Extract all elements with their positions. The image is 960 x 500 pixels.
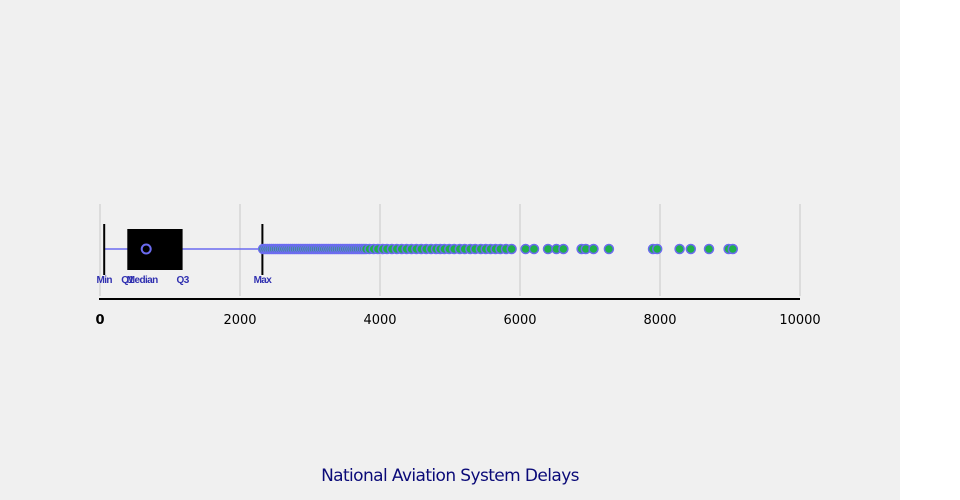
chart-title: National Aviation System Delays (321, 466, 579, 486)
stat-label-q1: Q1 (121, 275, 134, 286)
x-tick-label-5: 10000 (779, 313, 820, 328)
outliers-group (257, 243, 739, 255)
x-tick-label-1: 2000 (223, 313, 256, 328)
x-tick-label-2: 4000 (363, 313, 396, 328)
stat-label-q3: Q3 (177, 275, 190, 286)
x-tick-label-4: 8000 (643, 313, 676, 328)
outlier-point (528, 243, 540, 255)
stat-label-min: Min (96, 275, 112, 286)
x-tick-label-0: 0 (95, 313, 104, 328)
outlier-point (588, 243, 599, 255)
stat-label-median: Median (127, 275, 158, 286)
outlier-point (558, 243, 569, 255)
stat-label-max: Max (254, 275, 273, 286)
outlier-point (506, 243, 517, 255)
outlier-point (603, 243, 615, 255)
outlier-point (703, 243, 715, 255)
median-marker (140, 243, 152, 255)
x-tick-label-3: 6000 (503, 313, 536, 328)
outlier-point (651, 243, 663, 255)
outlier-point (685, 243, 697, 255)
iqr-box (127, 229, 183, 270)
outlier-point (674, 243, 685, 255)
chart-area: 0 2000 4000 6000 8000 10000 Min Q1 Median Q3 Max N… (0, 0, 900, 500)
outlier-point (727, 243, 739, 255)
